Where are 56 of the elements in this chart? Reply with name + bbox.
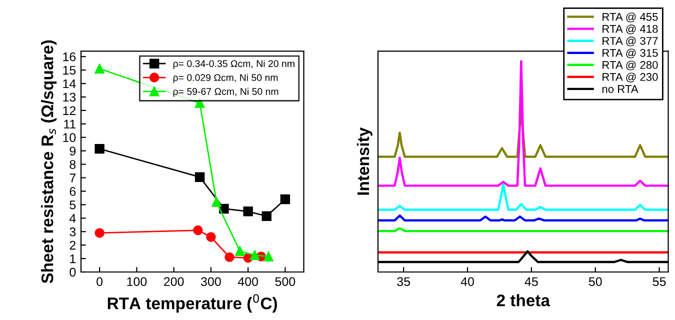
- y-axis-title: Intensity: [356, 127, 372, 195]
- point: [250, 250, 260, 260]
- point: [280, 194, 290, 204]
- legend-label: ρ= 0.029 Ωcm, Ni 50 nm: [173, 74, 278, 83]
- y-tick-label: 16: [63, 52, 76, 62]
- x-tick-label: 400: [238, 277, 258, 286]
- y-tick-label: 1: [70, 254, 76, 264]
- y-tick-label: 0: [70, 268, 76, 277]
- point: [194, 172, 205, 182]
- point: [193, 225, 203, 236]
- point: [94, 228, 104, 238]
- y-tick-label: 14: [63, 79, 76, 88]
- x-tick-label: 0: [96, 277, 103, 286]
- y-tick-label: 15: [63, 66, 76, 75]
- point: [206, 232, 216, 242]
- y-tick-label: 8: [70, 160, 76, 169]
- y-tick-label: 9: [70, 146, 76, 156]
- point: [243, 206, 253, 216]
- y-tick-label: 2: [70, 240, 76, 250]
- legend-label: no RTA: [602, 85, 638, 93]
- y-tick-label: 7: [70, 174, 76, 182]
- y-tick-label: 12: [63, 106, 76, 115]
- y-tick-label: 10: [63, 133, 76, 142]
- y-tick-label: 11: [64, 120, 76, 128]
- legend-label: ρ= 0.34-0.35 Ωcm, Ni 20 nm: [173, 60, 294, 70]
- x-tick-label: 50: [588, 277, 602, 286]
- x-tick-label: 300: [200, 277, 221, 286]
- x-tick-label: 35: [397, 277, 410, 286]
- x-axis-title: 2 theta: [496, 294, 550, 306]
- x-tick-label: 500: [275, 277, 296, 286]
- legend-label: RTA @ 418: [602, 24, 658, 34]
- point: [94, 64, 104, 74]
- x-tick-label: 45: [524, 277, 538, 286]
- point: [94, 144, 104, 154]
- legend-label: RTA @ 377: [602, 36, 658, 46]
- y-tick-label: 13: [63, 92, 76, 102]
- y-tick-label: 3: [70, 227, 76, 236]
- x-tick-label: 100: [127, 277, 147, 286]
- legend-label: RTA @ 280: [602, 60, 658, 70]
- point: [235, 246, 245, 256]
- y-tick-label: 4: [69, 214, 76, 223]
- legend-label: RTA @ 455: [602, 12, 658, 22]
- legend-label: RTA @ 230: [602, 72, 658, 82]
- x-tick-label: 40: [460, 277, 474, 286]
- point: [262, 211, 272, 221]
- x-axis-title: RTA temperature ($^{0}$C): [108, 294, 277, 313]
- y-tick-label: 6: [70, 187, 76, 196]
- x-tick-label: 200: [164, 277, 184, 286]
- x-tick-label: 55: [652, 277, 666, 286]
- legend-label: RTA @ 315: [602, 48, 658, 58]
- y-tick-label: 5: [70, 200, 76, 210]
- point: [224, 252, 234, 262]
- point: [264, 252, 274, 262]
- point: [212, 197, 222, 207]
- y-axis-title: Sheet resistance R$_{s}$ (Ω/square): [41, 40, 57, 284]
- legend-label: ρ= 59-67 Ωcm, Ni 50 nm: [173, 88, 278, 97]
